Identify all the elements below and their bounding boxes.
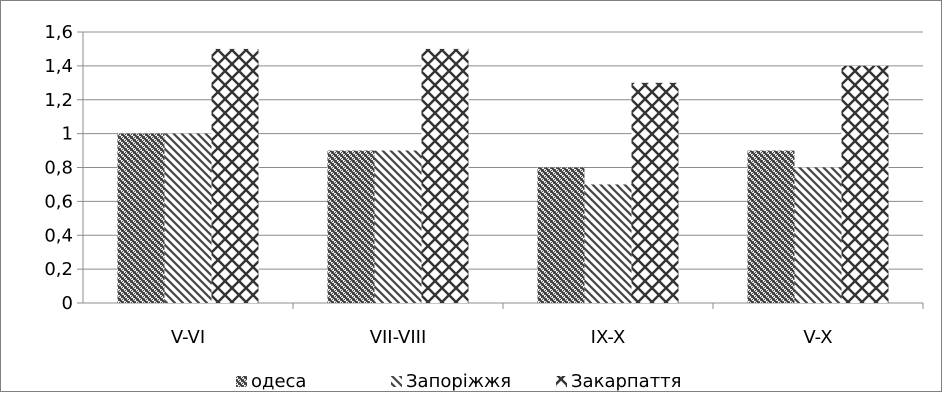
y-tick-label: 1,2: [44, 90, 73, 111]
legend-swatch: [556, 376, 567, 387]
bar-diagonal-2: [584, 184, 632, 303]
x-category-label: V-VI: [171, 327, 205, 348]
y-tick-labels: 0 0,2 0,4 0,6 0,8 1 1,2 1,4 1,6: [44, 22, 73, 314]
legend-swatch: [391, 376, 402, 387]
bar-crosshatch-0: [211, 48, 259, 303]
bar-checker-3: [747, 150, 795, 303]
bar-checker-1: [327, 150, 375, 303]
legend-label: Запоріжжя: [406, 371, 511, 391]
legend-label: одеса: [251, 371, 306, 391]
bar-crosshatch-2: [631, 82, 679, 303]
bar-checker-0: [117, 133, 165, 303]
bar-checker-2: [537, 167, 585, 303]
y-tick-label: 0: [62, 293, 73, 314]
bar-diagonal-1: [374, 150, 422, 303]
y-tick-label: 0,6: [44, 191, 73, 212]
legend: одеса Запоріжжя Закарпаття: [236, 371, 682, 392]
y-tick-label: 0,4: [44, 225, 73, 246]
x-category-labels: V-VI VII-VIII IX-X V-X: [171, 327, 833, 348]
x-category-label: V-X: [803, 327, 832, 348]
y-tick-label: 1,4: [44, 56, 73, 77]
legend-label: Закарпаття: [571, 371, 682, 391]
bar-diagonal-3: [794, 167, 842, 303]
y-tick-label: 1,6: [44, 22, 73, 43]
legend-item-crosshatch: Закарпаття: [556, 371, 682, 392]
legend-item-checker: одеса: [236, 371, 306, 392]
y-tick-label: 0,8: [44, 158, 73, 179]
x-category-label: IX-X: [591, 327, 626, 348]
legend-swatch: [236, 376, 247, 387]
y-tick-label: 0,2: [44, 259, 73, 280]
bar-diagonal-0: [164, 133, 212, 303]
bar-crosshatch-3: [841, 65, 889, 303]
y-tick-label: 1: [62, 124, 73, 145]
x-category-label: VII-VIII: [370, 327, 427, 348]
bar-crosshatch-1: [421, 48, 469, 303]
bars: [117, 48, 889, 303]
legend-item-diagonal: Запоріжжя: [391, 371, 511, 392]
